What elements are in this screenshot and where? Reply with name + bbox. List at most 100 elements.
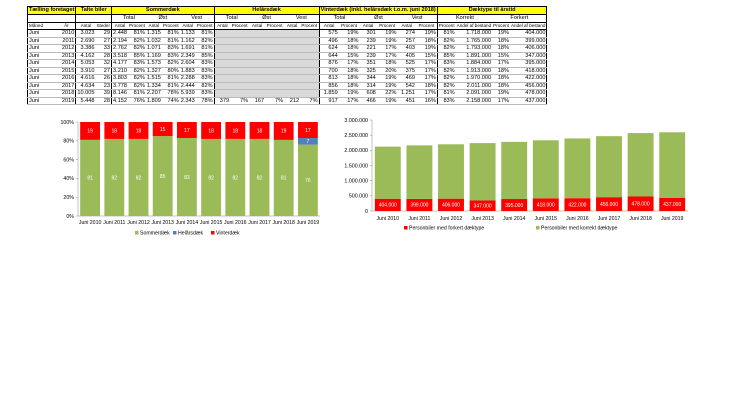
bar-segment [249,122,270,139]
table-cell: 85% [128,52,146,60]
legend-label: Personbiler med forkert dæktype [409,225,484,231]
table-cell: 83% [436,59,456,68]
x-tick-label: Juni 2014 [176,220,199,226]
sub-steder: Steder [95,22,112,30]
table-cell: Juni [27,52,58,60]
table-cell: 301 [359,29,377,38]
bar-segment [469,143,496,201]
table-cell [213,82,231,90]
sub-procent: Procent [230,22,250,30]
group-forkert: Forkert [492,14,548,23]
table-cell: 1.913.000 [455,67,493,75]
x-tick-label: Juni 2019 [297,220,320,226]
table-cell [213,59,231,68]
table-cell: 2.288 [179,74,196,83]
table-cell: 18% [338,37,360,45]
bar-segment [469,200,496,211]
table-cell: 18% [492,37,510,45]
data-label: 418.000 [537,202,555,208]
data-label: 18 [257,128,263,134]
sub-antal: Antal [179,22,196,30]
table-cell [300,29,320,38]
table-cell [265,37,285,45]
table-cell: 5.939 [179,89,196,98]
table-cell: 344 [359,74,377,83]
table-cell: 1.327 [145,67,162,75]
bar-segment [176,137,197,216]
legend-label: Helårsdæk [178,229,203,236]
table-cell: 19% [416,44,438,53]
table-cell: 3.518 [111,52,129,60]
data-label: 82 [112,175,118,181]
data-label: 347.000 [474,204,492,210]
table-cell: 82% [436,37,456,45]
x-tick-label: Juni 2017 [598,216,621,222]
table-cell: 167 [249,97,266,105]
table-cell: 26 [95,74,112,83]
table-cell: 82% [195,82,215,90]
table-cell: 83% [161,44,180,53]
table-cell: 1.691 [179,44,196,53]
table-row: Juni 2011 2.690 27 2.194 82% 1.032 81% 1.162 82% 4… [27,37,548,45]
bar-segment [297,144,318,216]
table-cell: 1.515 [145,74,162,83]
table-cell: 81% [161,74,180,83]
table-cell: 17% [416,74,438,83]
table-cell: 2.158.000 [455,97,493,105]
table-cell [249,89,266,98]
data-label: 82 [233,175,239,181]
table-cell: 17% [338,59,360,68]
bar-segment [564,198,591,211]
group-vest: Vest [284,14,320,23]
table-cell: 2.343 [179,97,196,105]
table-cell [265,82,285,90]
table-cell: 18% [492,67,510,75]
table-cell: 2.207 [145,89,162,98]
table-cell: 1.334 [145,82,162,90]
table-cell: 20% [376,67,398,75]
bar-segment [297,137,318,145]
table-cell: Juni [27,59,58,68]
bar-segment [297,122,318,138]
legend-label: Vinterdæk [216,230,240,236]
legend-swatch [211,231,215,235]
legend-label: Sommerdæk [140,230,170,236]
table-cell: 351 [359,59,377,68]
table-cell: 239 [359,52,377,60]
x-tick-label: Juni 2010 [79,220,102,226]
table-cell: 27 [95,67,112,75]
table-cell: 813 [318,74,339,83]
table-cell: 2014 [57,59,76,68]
table-cell: 876 [318,59,339,68]
table-cell [249,37,266,45]
table-cell: 80% [161,67,180,75]
table-cell: 82% [436,82,456,90]
table-cell: 1.315 [145,29,162,38]
table-cell: 525 [397,59,416,68]
sub-procent: Procent [128,22,146,30]
header-talte-biler: Talte biler [75,6,113,15]
table-cell: 28 [95,52,112,60]
table-cell [249,29,266,38]
table-cell [213,29,231,38]
table-cell: 81% [161,29,180,38]
table-cell: 212 [284,97,301,105]
table-cell: 2.349 [179,52,196,60]
table-cell: 82% [436,74,456,83]
table-cell: 23 [95,82,112,90]
table-cell: 82% [161,59,180,68]
table-cell [249,59,266,68]
y-tick-label: 80% [63,139,74,145]
table-cell: 27 [95,37,112,45]
table-cell: 451 [397,97,416,105]
table-cell: 5.448 [75,97,96,105]
table-cell: 82% [128,44,146,53]
data-label: 18 [208,128,214,134]
header-taelling: Tælling foretaget [26,6,77,15]
y-tick-label: 60% [63,157,74,163]
table-cell: 83% [436,97,456,105]
table-cell [300,89,320,98]
table-cell: 437.000 [509,97,548,105]
table-cell: 2017 [57,82,76,90]
table-cell: 18% [416,82,438,90]
